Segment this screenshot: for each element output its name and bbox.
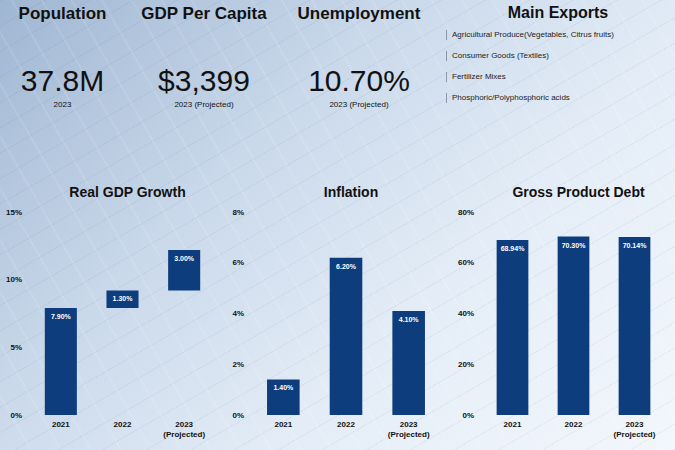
svg-text:70.14%: 70.14% <box>623 242 648 249</box>
html-text:GDP Per Capita: GDP Per Capita <box>141 4 267 23</box>
svg-text:0%: 0% <box>462 411 474 420</box>
html-text:37.8M: 37.8M <box>20 64 105 97</box>
svg-text:80%: 80% <box>458 208 474 217</box>
html-text:2023: 2023 <box>53 100 72 109</box>
svg-text:70.30%: 70.30% <box>562 242 587 249</box>
svg-text:2021: 2021 <box>504 420 522 429</box>
svg-text:(Projected): (Projected) <box>163 430 205 439</box>
svg-text:2023: 2023 <box>626 420 644 429</box>
html-text:Population: Population <box>18 4 107 23</box>
svg-text:4%: 4% <box>232 309 244 318</box>
svg-text:5%: 5% <box>10 343 22 352</box>
svg-text:1.30%: 1.30% <box>113 295 134 302</box>
svg-text:2021: 2021 <box>274 420 292 429</box>
svg-text:Gross Product Debt: Gross Product Debt <box>512 184 645 200</box>
svg-text:6%: 6% <box>232 258 244 267</box>
svg-text:(Projected): (Projected) <box>388 430 430 439</box>
html-text:Phosphoric/Polyphosphoric acid: Phosphoric/Polyphosphoric acids <box>452 93 570 102</box>
svg-text:3.00%: 3.00% <box>174 255 195 262</box>
svg-text:2%: 2% <box>232 360 244 369</box>
svg-text:0%: 0% <box>232 411 244 420</box>
svg-text:10%: 10% <box>6 275 22 284</box>
svg-text:2022: 2022 <box>337 420 355 429</box>
svg-text:2021: 2021 <box>52 420 70 429</box>
svg-text:0%: 0% <box>10 411 22 420</box>
svg-text:Inflation: Inflation <box>324 184 378 200</box>
html-text:Fertilizer Mixes: Fertilizer Mixes <box>452 72 506 81</box>
html-text:10.70%: 10.70% <box>308 64 410 97</box>
html-text:Unemployment: Unemployment <box>297 4 421 23</box>
svg-text:40%: 40% <box>458 309 474 318</box>
svg-text:Real GDP Growth: Real GDP Growth <box>69 184 185 200</box>
html-text:Agricultural Produce(Vegetable: Agricultural Produce(Vegetables, Citrus … <box>452 30 614 39</box>
svg-text:2022: 2022 <box>565 420 583 429</box>
html-text:$3,399: $3,399 <box>158 64 250 97</box>
svg-text:2023: 2023 <box>175 420 193 429</box>
svg-text:8%: 8% <box>232 208 244 217</box>
svg-text:2023: 2023 <box>400 420 418 429</box>
html-text:Main Exports: Main Exports <box>507 4 609 21</box>
svg-text:20%: 20% <box>458 360 474 369</box>
svg-text:1.40%: 1.40% <box>273 384 294 391</box>
svg-text:4.10%: 4.10% <box>399 316 420 323</box>
html-text:Consumer Goods (Textiles): Consumer Goods (Textiles) <box>452 51 549 60</box>
svg-text:15%: 15% <box>6 208 22 217</box>
html-text:2023 (Projected): 2023 (Projected) <box>329 100 389 109</box>
svg-text:2022: 2022 <box>114 420 132 429</box>
html-text:2023 (Projected): 2023 (Projected) <box>174 100 234 109</box>
svg-text:(Projected): (Projected) <box>614 430 656 439</box>
svg-text:7.90%: 7.90% <box>51 313 72 320</box>
svg-text:6.20%: 6.20% <box>336 263 357 270</box>
svg-text:60%: 60% <box>458 258 474 267</box>
svg-text:68.94%: 68.94% <box>501 245 526 252</box>
